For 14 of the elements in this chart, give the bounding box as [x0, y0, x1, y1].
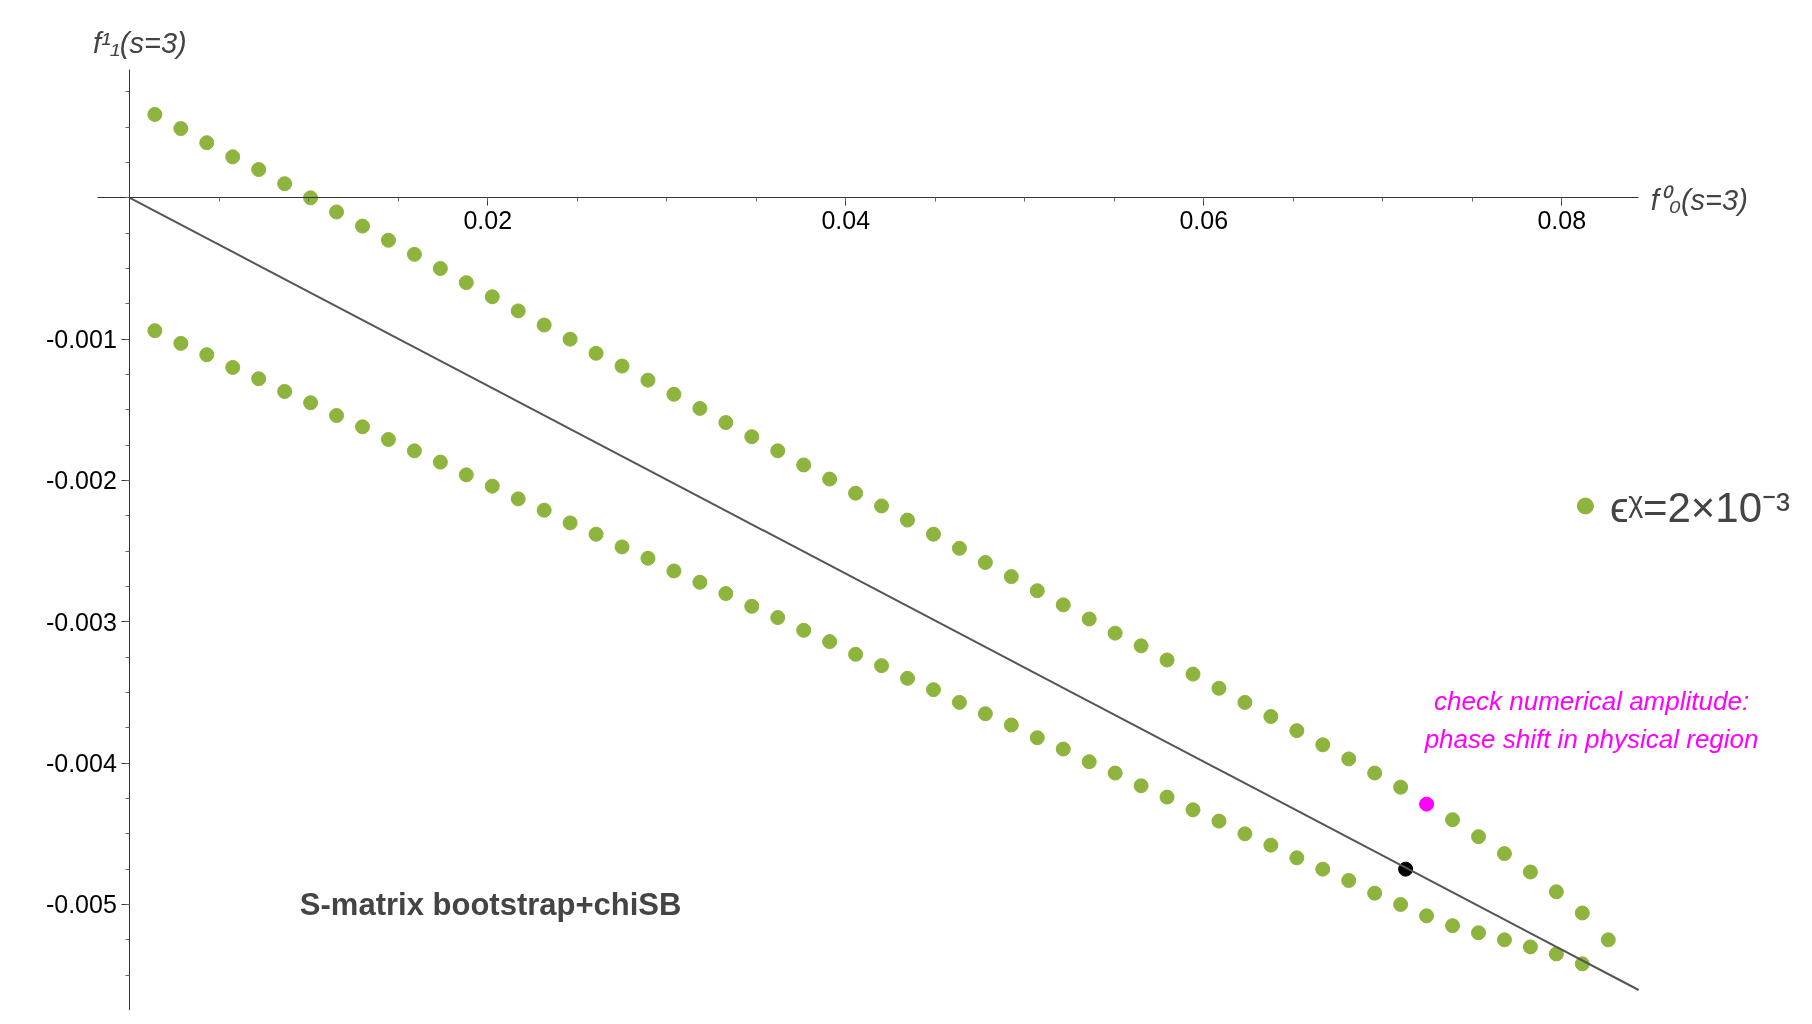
legend-label: ϵᵡ=2×10⁻³: [1609, 482, 1790, 533]
x-tick-label: 0.02: [463, 205, 513, 234]
annotation: check numerical amplitude: phase shift in physical region: [1423, 686, 1759, 755]
y-tick-label: -0.004: [45, 749, 117, 778]
y-tick-label: -0.003: [45, 607, 117, 636]
y-tick-label: -0.005: [45, 890, 117, 919]
y-tick-label: -0.001: [45, 325, 117, 354]
x-tick-label: 0.08: [1537, 205, 1587, 234]
annotation: S-matrix bootstrap+chiSB: [299, 887, 682, 922]
x-axis-title: f⁰₀(s=3): [1650, 183, 1748, 216]
x-tick-label: 0.06: [1179, 205, 1229, 234]
x-tick-label: 0.04: [821, 205, 871, 234]
y-tick-label: -0.002: [45, 466, 117, 495]
y-axis-title: f¹₁(s=3): [92, 27, 187, 60]
